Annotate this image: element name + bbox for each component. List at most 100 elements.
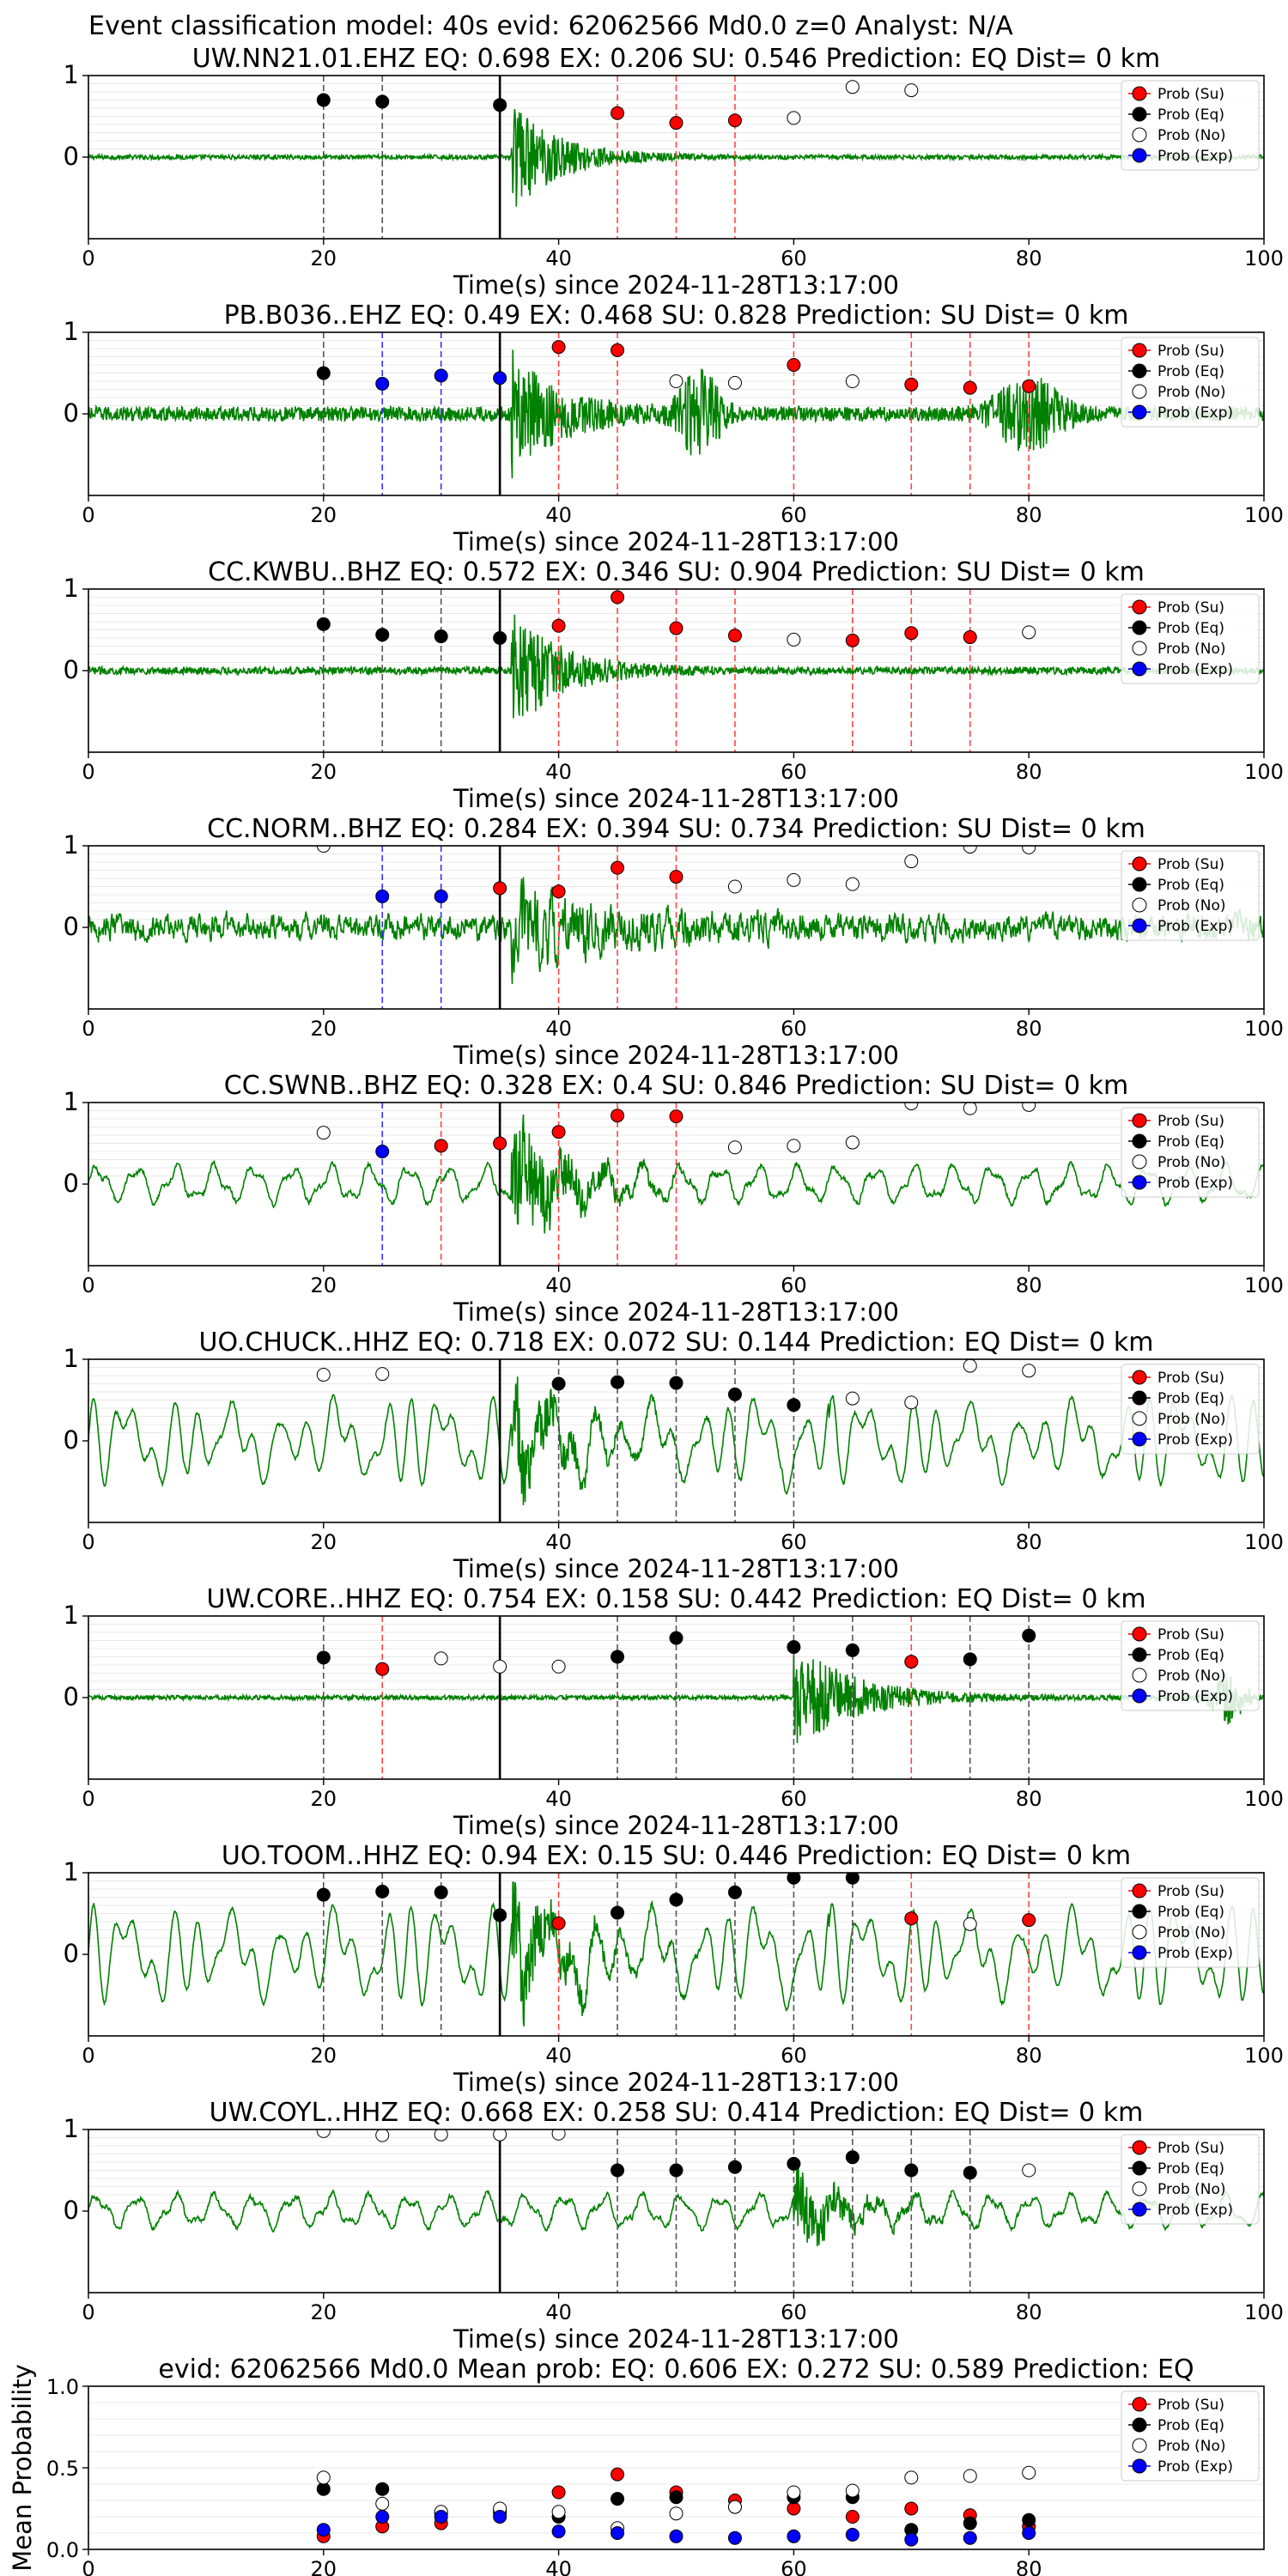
prob-point-su bbox=[1022, 379, 1036, 393]
prob-point-exp bbox=[493, 371, 507, 386]
prob-point-su bbox=[611, 860, 625, 875]
mean-point-exp bbox=[493, 2510, 507, 2524]
legend-label-su: Prob (Su) bbox=[1157, 2140, 1224, 2157]
prob-point-su bbox=[963, 380, 977, 395]
y-tick-label: 1 bbox=[64, 574, 79, 603]
legend-label-eq: Prob (Eq) bbox=[1157, 1647, 1224, 1664]
panel-3: CC.NORM..BHZ EQ: 0.284 EX: 0.394 SU: 0.7… bbox=[64, 814, 1284, 1070]
x-tick-label: 0 bbox=[82, 2557, 94, 2576]
prob-point-eq bbox=[611, 1905, 625, 1920]
mean-point-exp bbox=[1022, 2526, 1036, 2540]
legend-marker-su bbox=[1132, 1113, 1147, 1128]
x-tick-label: 100 bbox=[1244, 760, 1284, 784]
legend-label-exp: Prob (Exp) bbox=[1157, 2458, 1233, 2476]
legend-label-eq: Prob (Eq) bbox=[1157, 1904, 1224, 1921]
x-axis-label: Time(s) since 2024-11-28T13:17:00 bbox=[453, 2068, 899, 2097]
legend-box bbox=[1121, 337, 1260, 428]
plot-area bbox=[88, 589, 1264, 752]
x-tick-label: 20 bbox=[311, 1273, 337, 1297]
prob-point-su bbox=[727, 113, 742, 128]
mean-point-exp bbox=[904, 2532, 919, 2547]
legend-label-no: Prob (No) bbox=[1157, 2438, 1226, 2455]
prob-point-no bbox=[904, 83, 919, 98]
prob-point-exp bbox=[434, 889, 448, 903]
legend-marker-exp bbox=[1132, 1431, 1147, 1447]
x-tick-label: 80 bbox=[1016, 2044, 1042, 2068]
prob-point-eq bbox=[787, 2156, 801, 2171]
mean-point-eq bbox=[316, 2482, 331, 2496]
x-tick-label: 40 bbox=[545, 2300, 572, 2324]
prob-point-no bbox=[316, 2129, 331, 2138]
legend-label-su: Prob (Su) bbox=[1157, 2397, 1224, 2414]
x-tick-label: 0 bbox=[82, 2300, 94, 2324]
legend-label-eq: Prob (Eq) bbox=[1157, 877, 1224, 894]
legend-marker-exp bbox=[1132, 1175, 1147, 1190]
x-tick-label: 0 bbox=[82, 1787, 94, 1811]
prob-point-eq bbox=[611, 2163, 625, 2178]
prob-point-su bbox=[727, 629, 742, 643]
mean-point-exp bbox=[845, 2527, 860, 2542]
x-tick-label: 60 bbox=[781, 760, 807, 784]
legend-box bbox=[1121, 1107, 1260, 1198]
legend-label-su: Prob (Su) bbox=[1157, 1370, 1224, 1387]
legend: Prob (Su) Prob (Eq) Prob (No) Prob (Exp) bbox=[1121, 80, 1260, 171]
prob-point-no bbox=[434, 1651, 448, 1666]
x-tick-label: 100 bbox=[1244, 1530, 1284, 1554]
legend-label-su: Prob (Su) bbox=[1157, 86, 1224, 103]
x-axis-label: Time(s) since 2024-11-28T13:17:00 bbox=[453, 270, 899, 300]
prob-point-eq bbox=[493, 98, 507, 112]
legend-label-exp: Prob (Exp) bbox=[1157, 148, 1233, 165]
legend-marker-su bbox=[1132, 1883, 1147, 1899]
legend-box bbox=[1121, 593, 1260, 684]
y-tick-label: 1 bbox=[64, 1857, 79, 1886]
prob-point-no bbox=[727, 1140, 742, 1155]
panel-9: evid: 62062566 Md0.0 Mean prob: EQ: 0.60… bbox=[8, 2354, 1265, 2576]
panel-title: UW.COYL..HHZ EQ: 0.668 EX: 0.258 SU: 0.4… bbox=[210, 2098, 1144, 2128]
legend-label-no: Prob (No) bbox=[1157, 641, 1226, 658]
prob-point-eq bbox=[434, 629, 448, 644]
legend-label-exp: Prob (Exp) bbox=[1157, 404, 1233, 422]
legend-label-no: Prob (No) bbox=[1157, 2181, 1226, 2198]
plot-area bbox=[88, 1616, 1264, 1779]
prob-point-eq bbox=[434, 1885, 448, 1899]
prob-point-eq bbox=[845, 2150, 860, 2165]
x-tick-label: 20 bbox=[311, 2300, 337, 2324]
y-tick-label: 0 bbox=[64, 142, 79, 171]
prob-point-no bbox=[551, 1659, 566, 1674]
mean-point-eq bbox=[669, 2490, 683, 2505]
mean-point-exp bbox=[375, 2510, 390, 2524]
prob-point-eq bbox=[316, 93, 331, 107]
x-tick-label: 0 bbox=[82, 1530, 94, 1554]
legend-box bbox=[1121, 1620, 1260, 1711]
x-tick-label: 100 bbox=[1244, 2044, 1284, 2068]
prob-point-eq bbox=[669, 2163, 683, 2178]
x-tick-label: 80 bbox=[1016, 1530, 1042, 1554]
prob-point-no bbox=[787, 872, 801, 887]
prob-point-no bbox=[316, 1126, 331, 1140]
x-tick-label: 60 bbox=[781, 1530, 807, 1554]
prob-point-no bbox=[904, 854, 919, 869]
mean-point-exp bbox=[551, 2524, 566, 2539]
plot-area bbox=[88, 846, 1264, 1009]
x-tick-label: 60 bbox=[781, 2300, 807, 2324]
x-tick-label: 60 bbox=[781, 1017, 807, 1041]
prob-point-no bbox=[1022, 1103, 1036, 1112]
panel-4: CC.SWNB..BHZ EQ: 0.328 EX: 0.4 SU: 0.846… bbox=[64, 1071, 1284, 1327]
x-axis-label: Time(s) since 2024-11-28T13:17:00 bbox=[453, 527, 899, 556]
mean-point-su bbox=[611, 2467, 625, 2482]
legend-marker-eq bbox=[1132, 2160, 1147, 2176]
panel-title: UO.TOOM..HHZ EQ: 0.94 EX: 0.15 SU: 0.446… bbox=[222, 1841, 1131, 1871]
prob-point-eq bbox=[375, 1884, 390, 1899]
prob-point-no bbox=[493, 1659, 507, 1674]
prob-point-no bbox=[787, 1139, 801, 1153]
legend-marker-no bbox=[1132, 1411, 1147, 1426]
prob-point-su bbox=[551, 884, 566, 899]
prob-point-su bbox=[375, 1662, 390, 1676]
x-tick-label: 100 bbox=[1244, 2300, 1284, 2324]
x-tick-label: 60 bbox=[781, 2557, 807, 2576]
legend-marker-no bbox=[1132, 1154, 1147, 1170]
mean-point-exp bbox=[611, 2526, 625, 2540]
y-tick-label: 1 bbox=[64, 1344, 79, 1373]
legend-label-no: Prob (No) bbox=[1157, 897, 1226, 914]
x-axis-label: Time(s) since 2024-11-28T13:17:00 bbox=[453, 2324, 899, 2354]
